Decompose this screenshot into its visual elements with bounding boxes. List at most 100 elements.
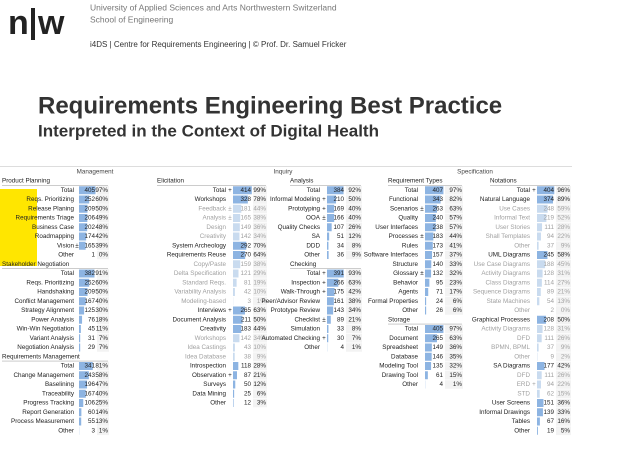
pct-cell bbox=[253, 380, 267, 389]
data-bar bbox=[79, 371, 89, 380]
row-label: Workshops bbox=[195, 335, 226, 342]
row-count: 414 bbox=[240, 187, 251, 194]
pct-cell bbox=[445, 213, 463, 223]
row-label: Inspection bbox=[291, 279, 320, 286]
pct-cell bbox=[253, 398, 267, 408]
row-label: DDD bbox=[306, 242, 320, 249]
pct-cell bbox=[445, 287, 463, 297]
pct-cell bbox=[556, 232, 571, 241]
row-count: 407 bbox=[432, 187, 443, 194]
row-label: Spreadsheet bbox=[382, 344, 418, 351]
data-bar bbox=[537, 251, 548, 259]
row-count: 94 bbox=[547, 381, 555, 388]
pct-cell bbox=[346, 278, 362, 288]
row-percent: 16% bbox=[557, 418, 570, 425]
row-percent: 7% bbox=[99, 335, 109, 342]
row-percent: 63% bbox=[449, 205, 462, 212]
data-bar bbox=[233, 334, 240, 343]
pct-cell bbox=[97, 222, 109, 232]
data-bar bbox=[537, 288, 541, 296]
pct-cell bbox=[253, 195, 267, 204]
pct-cell bbox=[253, 222, 267, 232]
row-count: 76 bbox=[88, 316, 96, 323]
row-label: Simulation bbox=[291, 326, 321, 333]
row-count: 3 bbox=[91, 427, 95, 434]
row-percent: 21% bbox=[557, 289, 570, 296]
row-marker: + bbox=[322, 335, 326, 342]
row-count: 111 bbox=[544, 224, 554, 231]
row-percent: 13% bbox=[557, 298, 570, 305]
row-percent: 6% bbox=[257, 390, 267, 397]
row-count: 167 bbox=[84, 298, 95, 305]
row-label: Total bbox=[405, 187, 418, 194]
pct-cell bbox=[445, 296, 463, 306]
row-percent: 52% bbox=[557, 215, 570, 222]
row-marker: ± bbox=[75, 242, 79, 249]
row-percent: 31% bbox=[557, 270, 570, 277]
pct-cell bbox=[445, 324, 463, 334]
row-marker: ± bbox=[420, 270, 424, 277]
pct-cell bbox=[556, 296, 571, 306]
pct-cell bbox=[97, 241, 109, 251]
row-count: 183 bbox=[240, 326, 251, 333]
row-count: 25 bbox=[244, 390, 252, 397]
row-count: 81 bbox=[244, 279, 252, 286]
data-bar bbox=[327, 186, 344, 195]
row-label: Software Interfaces bbox=[364, 252, 418, 259]
pct-cell bbox=[556, 426, 571, 436]
row-percent: 44% bbox=[449, 233, 462, 240]
pct-cell bbox=[445, 259, 463, 269]
row-percent: 44% bbox=[253, 326, 266, 333]
data-bar bbox=[537, 380, 541, 389]
data-bar bbox=[79, 288, 88, 296]
row-count: 405 bbox=[84, 187, 95, 194]
data-bar bbox=[327, 195, 336, 204]
data-bar bbox=[425, 241, 433, 250]
pct-cell bbox=[346, 324, 362, 334]
row-count: 238 bbox=[432, 224, 443, 231]
row-label: Behavior bbox=[393, 279, 418, 286]
row-label: State Machines bbox=[487, 298, 530, 305]
row-count: 107 bbox=[333, 224, 344, 231]
section-title: Elicitation bbox=[157, 178, 184, 185]
row-percent: 23% bbox=[449, 279, 462, 286]
pct-cell bbox=[97, 278, 109, 288]
row-percent: 11% bbox=[96, 326, 109, 333]
logo-bar bbox=[31, 8, 35, 40]
row-percent: 31% bbox=[557, 326, 570, 333]
row-count: 143 bbox=[333, 307, 344, 314]
row-count: 61 bbox=[436, 372, 444, 379]
row-label: Tables bbox=[512, 418, 530, 425]
row-percent: 32% bbox=[449, 270, 462, 277]
row-marker: + bbox=[322, 289, 326, 296]
row-marker: + bbox=[322, 279, 326, 286]
data-bar bbox=[233, 214, 241, 222]
row-percent: 1% bbox=[453, 381, 463, 388]
row-count: 252 bbox=[84, 196, 95, 203]
data-bar bbox=[79, 269, 95, 278]
row-marker: ± bbox=[322, 215, 326, 222]
pct-cell bbox=[97, 380, 109, 389]
data-bar bbox=[79, 195, 90, 204]
row-percent: 82% bbox=[449, 196, 462, 203]
row-label: Feedback bbox=[198, 205, 227, 212]
pct-cell bbox=[556, 324, 571, 334]
row-count: 3 bbox=[247, 298, 251, 305]
data-bar bbox=[537, 334, 542, 343]
data-bar bbox=[233, 315, 243, 324]
row-percent: 60% bbox=[95, 279, 108, 286]
data-bar bbox=[537, 426, 538, 435]
pct-cell bbox=[556, 398, 571, 408]
row-label: Total bbox=[61, 187, 74, 194]
data-bar bbox=[233, 195, 248, 204]
row-percent: 60% bbox=[95, 196, 108, 203]
pct-cell bbox=[253, 333, 267, 343]
row-label: Modeling-based bbox=[181, 298, 226, 305]
row-percent: 8% bbox=[352, 242, 362, 249]
row-count: 29 bbox=[88, 344, 96, 351]
row-percent: 50% bbox=[348, 196, 361, 203]
row-count: 142 bbox=[240, 335, 251, 342]
pct-cell bbox=[253, 185, 267, 195]
pct-cell bbox=[97, 361, 109, 371]
